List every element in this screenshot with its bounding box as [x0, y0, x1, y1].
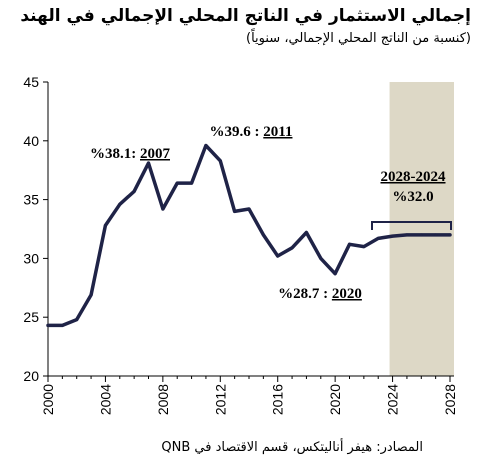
y-tick-label: 45	[23, 74, 39, 90]
data-point	[161, 207, 165, 211]
data-point	[362, 245, 366, 249]
data-point	[290, 246, 294, 250]
x-tick-label: 2024	[385, 384, 401, 415]
data-point	[218, 159, 222, 163]
data-point	[391, 234, 395, 238]
x-tick-label: 2004	[97, 384, 113, 415]
y-tick-label: 40	[23, 133, 39, 149]
data-point	[376, 236, 380, 240]
annotation-forecast-value: %32.0	[392, 189, 433, 205]
annotation-2020: %28.7 : 2020	[278, 286, 362, 302]
data-point	[319, 256, 323, 260]
data-point	[434, 233, 438, 237]
data-point	[233, 209, 237, 213]
data-point	[419, 233, 423, 237]
forecast-shaded-region	[389, 82, 454, 376]
y-tick-label: 30	[23, 250, 39, 266]
x-tick-label: 2012	[212, 384, 228, 415]
annotation-2007-year: 2007	[140, 146, 171, 162]
data-point	[304, 231, 308, 235]
forecast-bracket	[371, 221, 452, 230]
chart-title: إجمالي الاستثمار في الناتج المحلي الإجما…	[20, 6, 471, 26]
data-point	[132, 189, 136, 193]
source-note: المصادر: هيفر أناليتكس، قسم الاقتصاد في …	[161, 440, 423, 455]
x-tick-label: 2028	[442, 384, 458, 415]
data-point	[190, 181, 194, 185]
annotation-forecast-years: 2028-2024	[381, 169, 446, 185]
data-point	[118, 202, 122, 206]
series-points	[46, 144, 452, 327]
x-tick-label: 2000	[40, 384, 56, 415]
data-point	[247, 207, 251, 211]
x-axis-ticks: 2000 2004 2008 2012 2016 2020 2024 2028	[40, 376, 458, 415]
data-point	[103, 223, 107, 227]
data-point	[261, 233, 265, 237]
annotation-2011-year: 2011	[263, 124, 292, 140]
annotation-2011: %39.6 : 2011	[210, 124, 293, 140]
data-point	[204, 144, 208, 148]
data-point	[348, 242, 351, 246]
y-tick-label: 25	[23, 309, 39, 325]
data-point	[46, 323, 50, 327]
data-point	[276, 254, 280, 258]
x-tick-label: 2016	[270, 384, 286, 415]
chart-subtitle: (كنسبة من الناتج المحلي الإجمالي، سنوياً…	[246, 31, 471, 46]
y-tick-label: 35	[23, 192, 39, 208]
data-point	[448, 233, 452, 237]
annotation-2020-value: %28.7 :	[278, 286, 328, 302]
data-point	[405, 233, 409, 237]
data-point	[89, 293, 93, 297]
data-point	[60, 323, 64, 327]
x-tick-label: 2008	[155, 384, 171, 415]
y-tick-label: 20	[23, 368, 39, 384]
annotation-2020-year: 2020	[332, 286, 362, 302]
annotation-2011-value: %39.6 :	[210, 124, 260, 140]
y-axis-ticks: 20 25 30 35 40 45	[23, 74, 48, 384]
x-tick-label: 2020	[327, 384, 343, 415]
data-point	[333, 272, 337, 276]
data-point	[175, 181, 179, 185]
annotation-2007: %38.1: 2007	[90, 146, 171, 162]
data-point	[147, 161, 150, 165]
annotation-2007-value: %38.1:	[90, 146, 136, 162]
data-point	[75, 318, 79, 322]
